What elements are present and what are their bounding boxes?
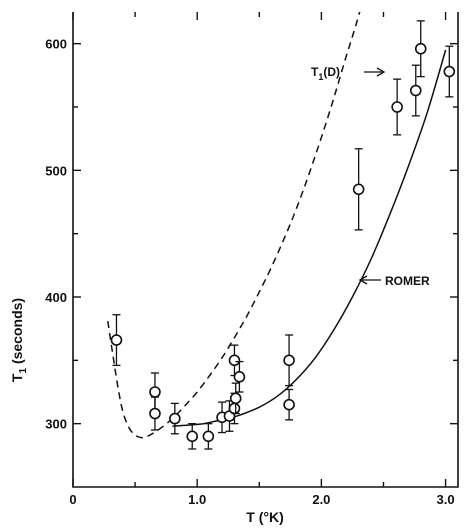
point-marker xyxy=(110,334,123,346)
data-point xyxy=(169,402,181,435)
annotation-romer-arrow-head xyxy=(358,275,368,285)
series-line-romer xyxy=(172,49,447,427)
x-tick-label: 0 xyxy=(69,492,76,507)
series-line-t1d xyxy=(107,12,361,439)
point-marker xyxy=(233,370,246,383)
data-point xyxy=(352,148,365,231)
y-ticks: 300 400 500 600 xyxy=(45,37,458,432)
y-tick-label: 300 xyxy=(45,417,67,432)
point-marker xyxy=(391,101,403,113)
point-marker xyxy=(149,407,161,420)
x-axis-title: T (°K) xyxy=(246,509,283,525)
annotation-t1d-rest: (D) xyxy=(323,65,340,79)
annotation-t1d-main: T xyxy=(311,65,319,79)
data-points xyxy=(110,20,456,450)
point-marker xyxy=(283,398,295,411)
data-point xyxy=(283,334,295,387)
x-tick-label: 2.0 xyxy=(312,492,330,507)
data-point xyxy=(409,64,422,117)
data-point xyxy=(110,314,123,367)
data-point xyxy=(283,388,295,421)
point-marker xyxy=(283,354,295,367)
annotation-t1d-sub: 1 xyxy=(318,72,323,82)
y-tick-label: 600 xyxy=(45,37,67,52)
point-marker xyxy=(229,392,242,405)
curves xyxy=(107,12,447,439)
data-point xyxy=(233,360,246,393)
point-marker xyxy=(443,65,456,78)
data-point xyxy=(149,396,161,431)
point-marker xyxy=(228,402,241,415)
point-marker xyxy=(409,84,422,97)
annotation-t1d: T1(D) xyxy=(311,65,340,82)
y-axis-title: T1 (seconds) xyxy=(9,298,29,382)
y-axis-title-rest: (seconds) xyxy=(9,298,25,368)
x-tick-label: 3.0 xyxy=(437,492,455,507)
y-tick-label: 500 xyxy=(45,163,67,178)
data-point xyxy=(391,78,403,136)
axes xyxy=(72,12,459,488)
x-ticks: 0 1.0 2.0 3.0 xyxy=(69,12,455,507)
annotation-t1d-arrow-head xyxy=(376,67,386,77)
annotation-romer: ROMER xyxy=(385,274,430,288)
x-tick-label: 1.0 xyxy=(188,492,206,507)
plot-frame xyxy=(72,12,459,488)
point-marker xyxy=(202,430,215,443)
y-axis-title-sub: 1 xyxy=(18,368,29,374)
point-marker xyxy=(352,183,365,196)
point-marker xyxy=(228,354,241,367)
point-marker xyxy=(186,430,199,443)
data-point xyxy=(186,423,199,450)
point-marker xyxy=(169,412,181,425)
data-point xyxy=(443,45,456,98)
y-tick-label: 400 xyxy=(45,290,67,305)
data-point xyxy=(414,20,427,78)
data-point xyxy=(216,401,228,434)
point-marker xyxy=(414,42,427,55)
data-point xyxy=(202,423,215,450)
y-axis-title-main: T xyxy=(9,373,25,382)
data-point xyxy=(229,382,242,415)
annotations: T1(D) ROMER xyxy=(311,65,430,288)
data-point xyxy=(228,344,241,377)
point-marker xyxy=(149,386,161,398)
